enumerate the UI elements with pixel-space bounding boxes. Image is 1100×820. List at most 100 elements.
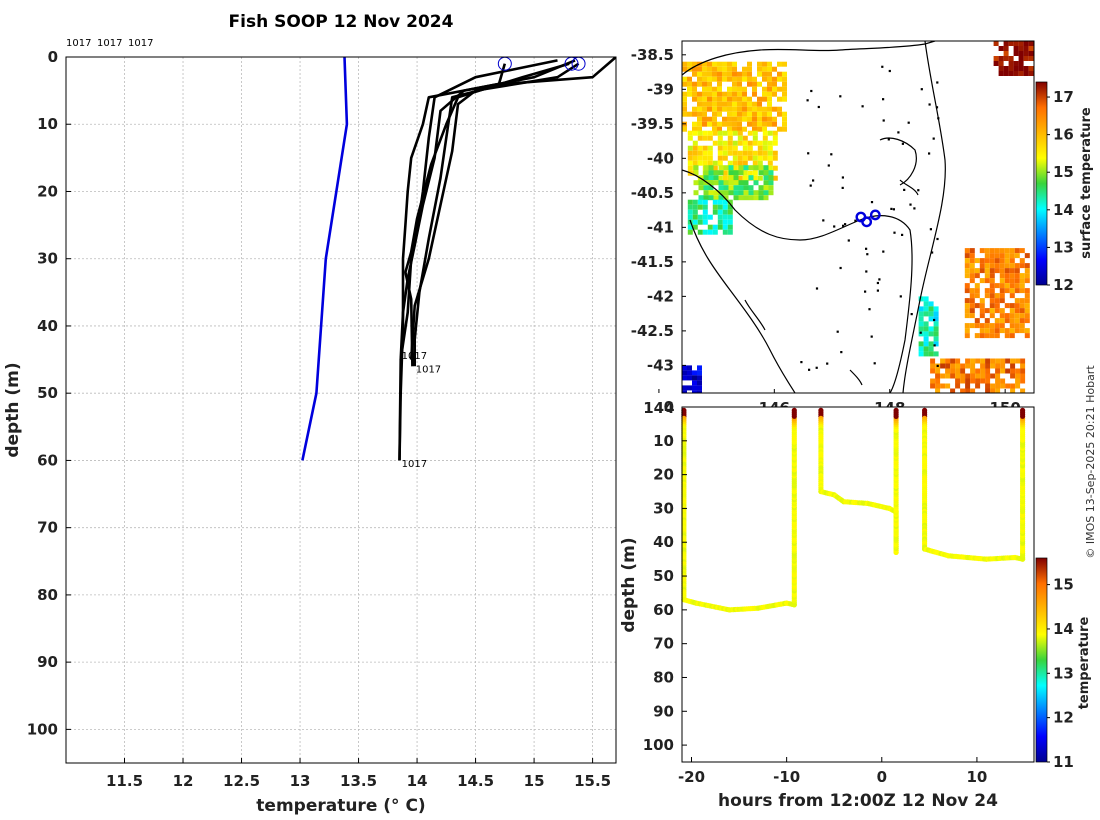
sst-cell xyxy=(979,263,985,269)
sst-cell xyxy=(998,61,1004,66)
sst-cell xyxy=(975,373,981,379)
sst-cell xyxy=(703,175,709,181)
top-station-label: 1017 xyxy=(97,38,122,49)
sst-cell xyxy=(697,155,703,161)
sst-cell xyxy=(757,111,762,117)
sst-cell xyxy=(762,66,767,72)
sst-cell xyxy=(702,135,708,141)
sst-cell xyxy=(682,81,687,87)
sst-cell xyxy=(692,111,697,117)
map-colorbar-tick-label: 12 xyxy=(1053,276,1074,294)
sst-cell xyxy=(728,175,734,181)
coast-dot xyxy=(808,368,811,371)
sst-cell xyxy=(762,86,767,92)
sst-cell xyxy=(722,116,727,122)
profile-y-tick-label: 100 xyxy=(27,720,58,738)
sst-cell xyxy=(702,229,708,235)
sst-cell xyxy=(757,175,763,181)
sst-cell xyxy=(984,258,990,264)
sst-cell xyxy=(737,111,742,117)
sst-cell xyxy=(782,126,787,132)
sst-cell xyxy=(692,86,697,92)
sst-cell xyxy=(753,195,759,201)
map-y-tick-label: -42.5 xyxy=(631,322,674,340)
sst-cell xyxy=(752,155,758,161)
sst-cell xyxy=(974,288,980,294)
sst-cell xyxy=(763,180,769,186)
sst-cell xyxy=(985,363,991,369)
sst-cell xyxy=(975,383,981,389)
sst-cell xyxy=(980,378,986,384)
sst-cell xyxy=(945,358,951,364)
sst-cell xyxy=(995,373,1001,379)
sst-cell xyxy=(974,333,980,339)
coast-dot xyxy=(854,219,857,222)
sst-cell xyxy=(733,195,739,201)
sst-cell xyxy=(1024,268,1030,274)
sst-cell xyxy=(989,323,995,329)
sst-cell xyxy=(1009,318,1015,324)
sst-cell xyxy=(1010,373,1016,379)
coast-dot xyxy=(844,223,847,226)
sst-cell xyxy=(1019,283,1025,289)
sst-cell xyxy=(928,351,934,357)
sst-cell xyxy=(1014,313,1020,319)
sst-cell xyxy=(767,150,773,156)
sst-cell xyxy=(1004,258,1010,264)
sst-cell xyxy=(998,71,1004,76)
sst-cell xyxy=(1008,41,1014,46)
sst-cell xyxy=(753,165,759,171)
sst-cell xyxy=(692,106,697,112)
map-sst-cells xyxy=(682,41,1034,393)
sst-cell xyxy=(747,170,753,176)
sst-cell xyxy=(1009,248,1015,254)
sst-cell xyxy=(767,165,773,171)
sst-cell xyxy=(782,81,787,87)
track-x-ticks: -20 -10 0 10 xyxy=(678,757,987,786)
sst-cell xyxy=(989,298,995,304)
coast-dot xyxy=(807,152,810,155)
map-coastline xyxy=(682,41,946,393)
sst-cell xyxy=(742,71,747,77)
sst-cell xyxy=(742,91,747,97)
sst-cell xyxy=(682,390,687,393)
sst-cell xyxy=(965,358,971,364)
profile-y-tick-label: 20 xyxy=(37,182,58,200)
map-colorbar xyxy=(1035,81,1048,286)
sst-cell xyxy=(964,273,970,279)
sst-cell xyxy=(989,268,995,274)
sst-cell xyxy=(1014,253,1020,259)
sst-cell xyxy=(737,116,742,122)
sst-cell xyxy=(974,303,980,309)
sst-cell xyxy=(1000,368,1006,374)
sst-cell xyxy=(918,351,924,357)
profile-y-tick-label: 50 xyxy=(37,384,58,402)
sst-cell xyxy=(717,130,723,136)
sst-cell xyxy=(708,180,714,186)
coast-dot xyxy=(810,89,813,93)
coast-dot xyxy=(876,281,879,285)
sst-cell xyxy=(980,373,986,379)
sst-cell xyxy=(712,209,718,215)
sst-cell xyxy=(1010,363,1016,369)
sst-cell xyxy=(748,190,754,196)
coast-dot xyxy=(931,251,934,254)
sst-cell xyxy=(772,121,777,127)
sst-cell xyxy=(722,204,728,210)
coast-dot xyxy=(882,119,885,122)
sst-cell xyxy=(969,298,975,304)
sst-cell xyxy=(777,76,782,82)
sst-cell xyxy=(752,150,758,156)
profile-y-tick-label: 0 xyxy=(48,48,58,66)
sst-cell xyxy=(707,214,713,220)
sst-cell xyxy=(1028,46,1034,51)
sst-cell xyxy=(712,160,718,166)
sst-cell xyxy=(985,368,991,374)
track-y-tick-label: 0 xyxy=(664,398,674,416)
sst-cell xyxy=(933,331,939,337)
sst-cell xyxy=(702,160,708,166)
sst-cell xyxy=(955,373,961,379)
top-station-label: 1017 xyxy=(66,38,91,49)
sst-cell xyxy=(1003,46,1009,51)
sst-cell xyxy=(1023,46,1029,51)
